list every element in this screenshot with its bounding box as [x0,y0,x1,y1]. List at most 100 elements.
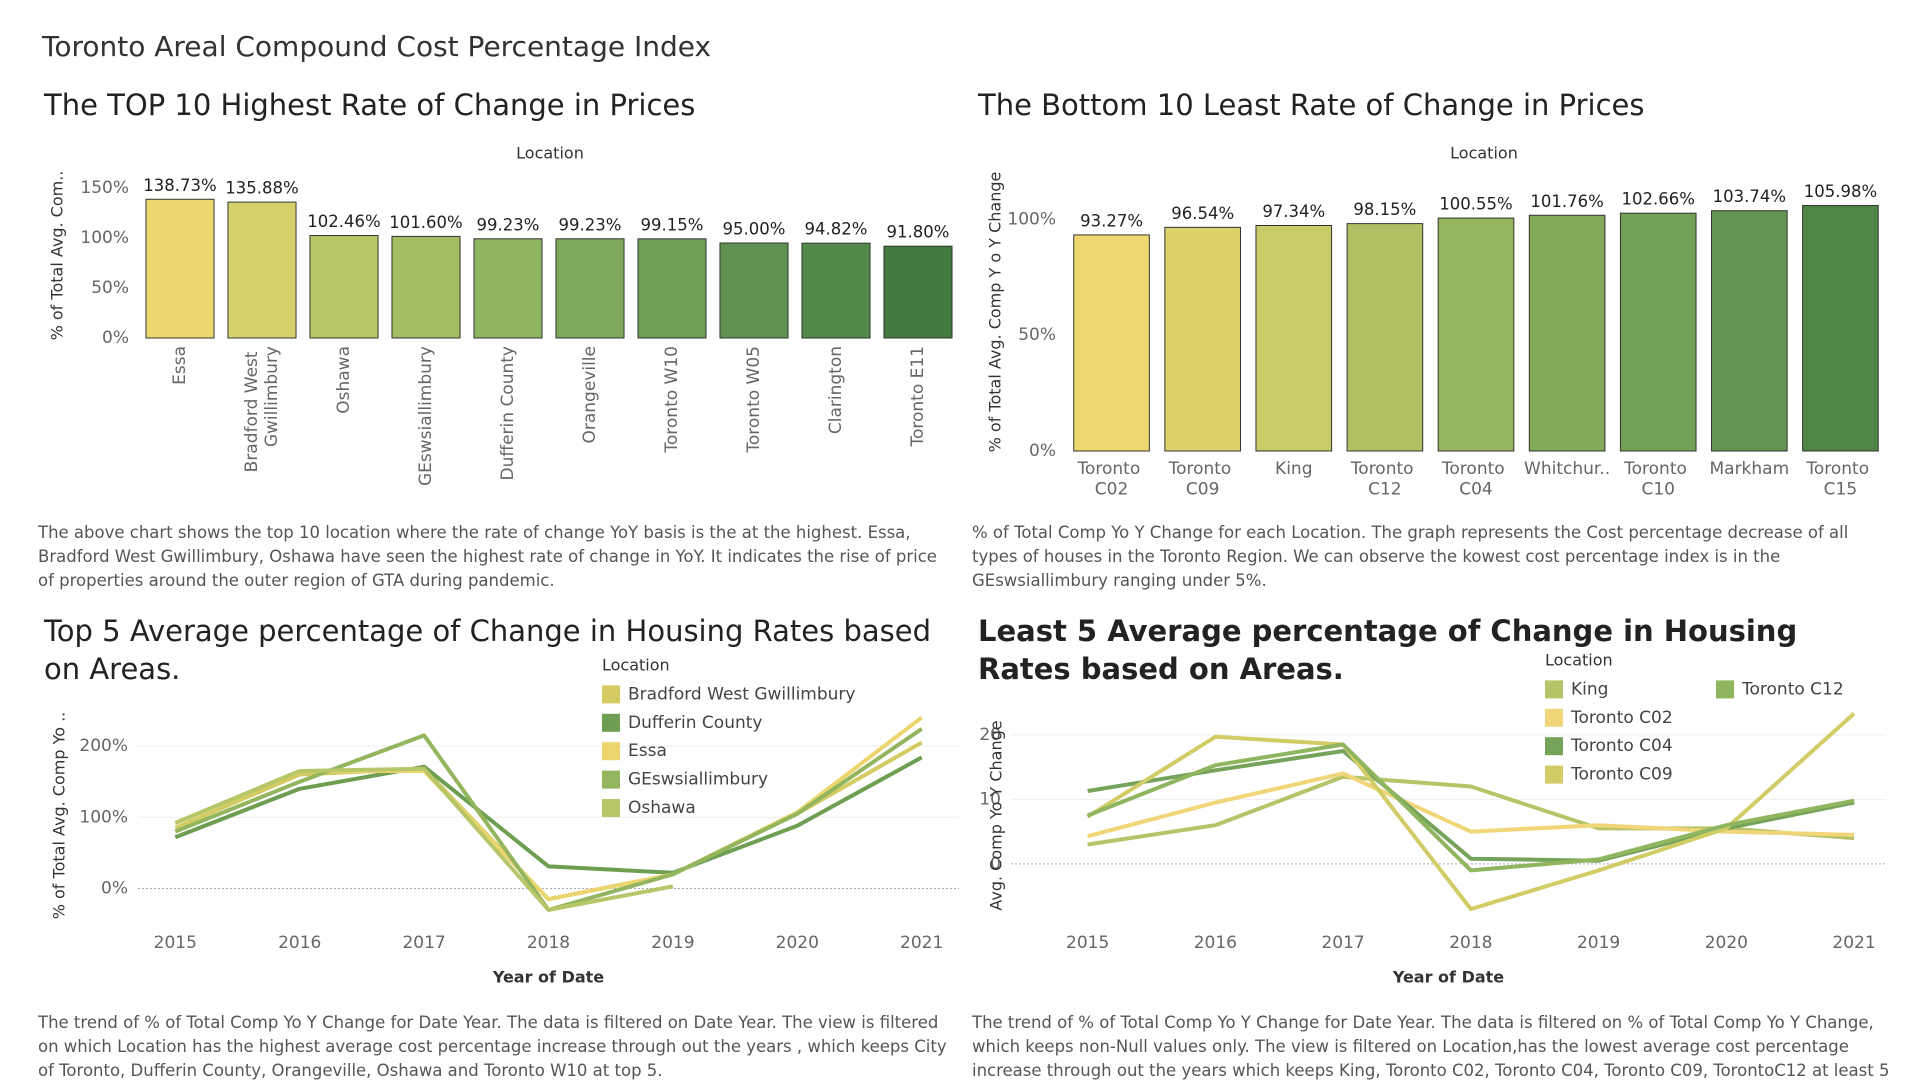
value-label: 105.98% [1804,182,1877,201]
x-tick-label: Toronto W10 [662,346,682,454]
y-tick-label: 150% [80,178,129,198]
x-tick-label: Bradford West Gwillimbury [242,346,282,472]
x-tick-label: Toronto C12 [1350,459,1419,499]
y-axis-title: % of Total Avg. Comp Y o Y Change [986,172,1005,453]
chart-title: The TOP 10 Highest Rate of Change in Pri… [44,88,696,122]
line-series [1087,771,1855,839]
x-tick-label: Toronto C15 [1805,459,1874,499]
legend-swatch [602,742,620,761]
line-series [1086,742,1855,873]
y-tick-label: 200% [79,736,128,756]
x-tick-label: Orangeville [580,346,600,444]
bar [1164,226,1241,452]
x-tick-label: 2015 [1066,933,1109,953]
x-tick-label: 2020 [1705,933,1748,953]
legend-title: Location [602,656,670,675]
bar [1619,212,1697,452]
x-tick-label: 2018 [527,933,570,953]
legend-label: Bradford West Gwillimbury [628,684,855,704]
x-tick-label: 2017 [1321,933,1364,953]
bar [473,238,543,339]
y-tick-label: 100% [80,228,129,248]
chart-caption: The trend of % of Total Comp Yo Y Change… [38,1013,947,1080]
value-label: 99.15% [641,215,704,234]
x-axis-title: Year of Date [1392,968,1504,987]
x-tick-label: Toronto C04 [1441,459,1510,499]
bar [1802,204,1879,452]
legend-swatch [602,799,620,817]
x-tick-label: 2018 [1449,933,1492,953]
value-label: 102.46% [307,212,380,231]
line-series [1086,712,1856,912]
bar [883,245,953,339]
y-tick-label: 50% [91,278,129,298]
x-tick-label: 2021 [900,933,943,953]
value-label: 102.66% [1622,190,1695,209]
line-series [174,766,674,912]
bar [1437,217,1515,452]
value-label: 101.76% [1530,192,1603,211]
bar [555,238,625,339]
x-tick-label: 2016 [278,933,321,953]
chart-caption: The above chart shows the top 10 locatio… [38,523,937,590]
legend-swatch [602,685,620,704]
x-tick-label: Toronto C10 [1623,459,1692,499]
x-tick-label: Markham [1709,459,1789,479]
legend-label: Toronto C12 [1741,679,1844,699]
x-tick-label: 2019 [651,933,694,953]
y-tick-label: 10 [979,789,1001,809]
y-axis-title: Avg. Comp Yo Y Change [987,720,1006,910]
x-tick-label: 2016 [1194,933,1237,953]
value-label: 96.54% [1171,204,1234,223]
chart-title: Least 5 Average percentage of Change in … [978,614,1798,686]
chart-title: The Bottom 10 Least Rate of Change in Pr… [978,88,1645,122]
bar [145,198,215,339]
y-tick-label: 50% [1018,325,1056,345]
x-tick-label: Toronto E11 [908,346,928,448]
legend-label: Oshawa [628,798,696,818]
bar [1346,223,1424,452]
x-axis-title: Year of Date [492,968,604,987]
legend-label: King [1571,679,1608,699]
y-tick-label: 0 [990,854,1001,874]
x-tick-label: 2021 [1832,933,1875,953]
value-label: 135.88% [225,179,298,198]
value-label: 138.73% [143,176,216,195]
value-label: 100.55% [1439,195,1512,214]
y-tick-label: 100% [1007,209,1056,229]
y-tick-label: 0% [1029,441,1056,461]
bar [391,235,461,339]
value-label: 94.82% [805,220,868,239]
legend-title: Location [1545,651,1613,670]
legend-label: Essa [628,741,667,761]
chart-caption: % of Total Comp Yo Y Change for each Loc… [972,523,1849,590]
bar [309,235,379,339]
legend-label: Toronto C09 [1570,765,1673,785]
y-tick-label: 0% [102,328,129,348]
value-label: 103.74% [1713,187,1786,206]
x-tick-label: 2020 [776,933,819,953]
bar [719,242,789,339]
bar [1255,224,1333,452]
legend-label: Toronto C04 [1570,736,1673,756]
legend-swatch [1545,708,1563,727]
bar [1711,210,1788,452]
value-label: 93.27% [1080,211,1143,230]
value-label: 98.15% [1353,200,1416,219]
legend-title: Location [516,144,584,163]
legend-swatch [1545,680,1563,699]
y-tick-label: 100% [79,807,128,827]
value-label: 97.34% [1262,202,1325,221]
x-tick-label: GEswsiallimbury [416,346,436,486]
legend-label: Toronto C02 [1570,708,1673,728]
x-tick-label: 2017 [402,933,445,953]
bar [1073,234,1150,452]
legend-swatch [602,713,620,732]
chart-caption: The trend of % of Total Comp Yo Y Change… [972,1013,1890,1080]
x-tick-label: Essa [170,346,190,385]
chart-title: Top 5 Average percentage of Change in Ho… [44,614,931,686]
legend-label: GEswsiallimbury [628,770,768,790]
legend-swatch [1716,680,1734,699]
